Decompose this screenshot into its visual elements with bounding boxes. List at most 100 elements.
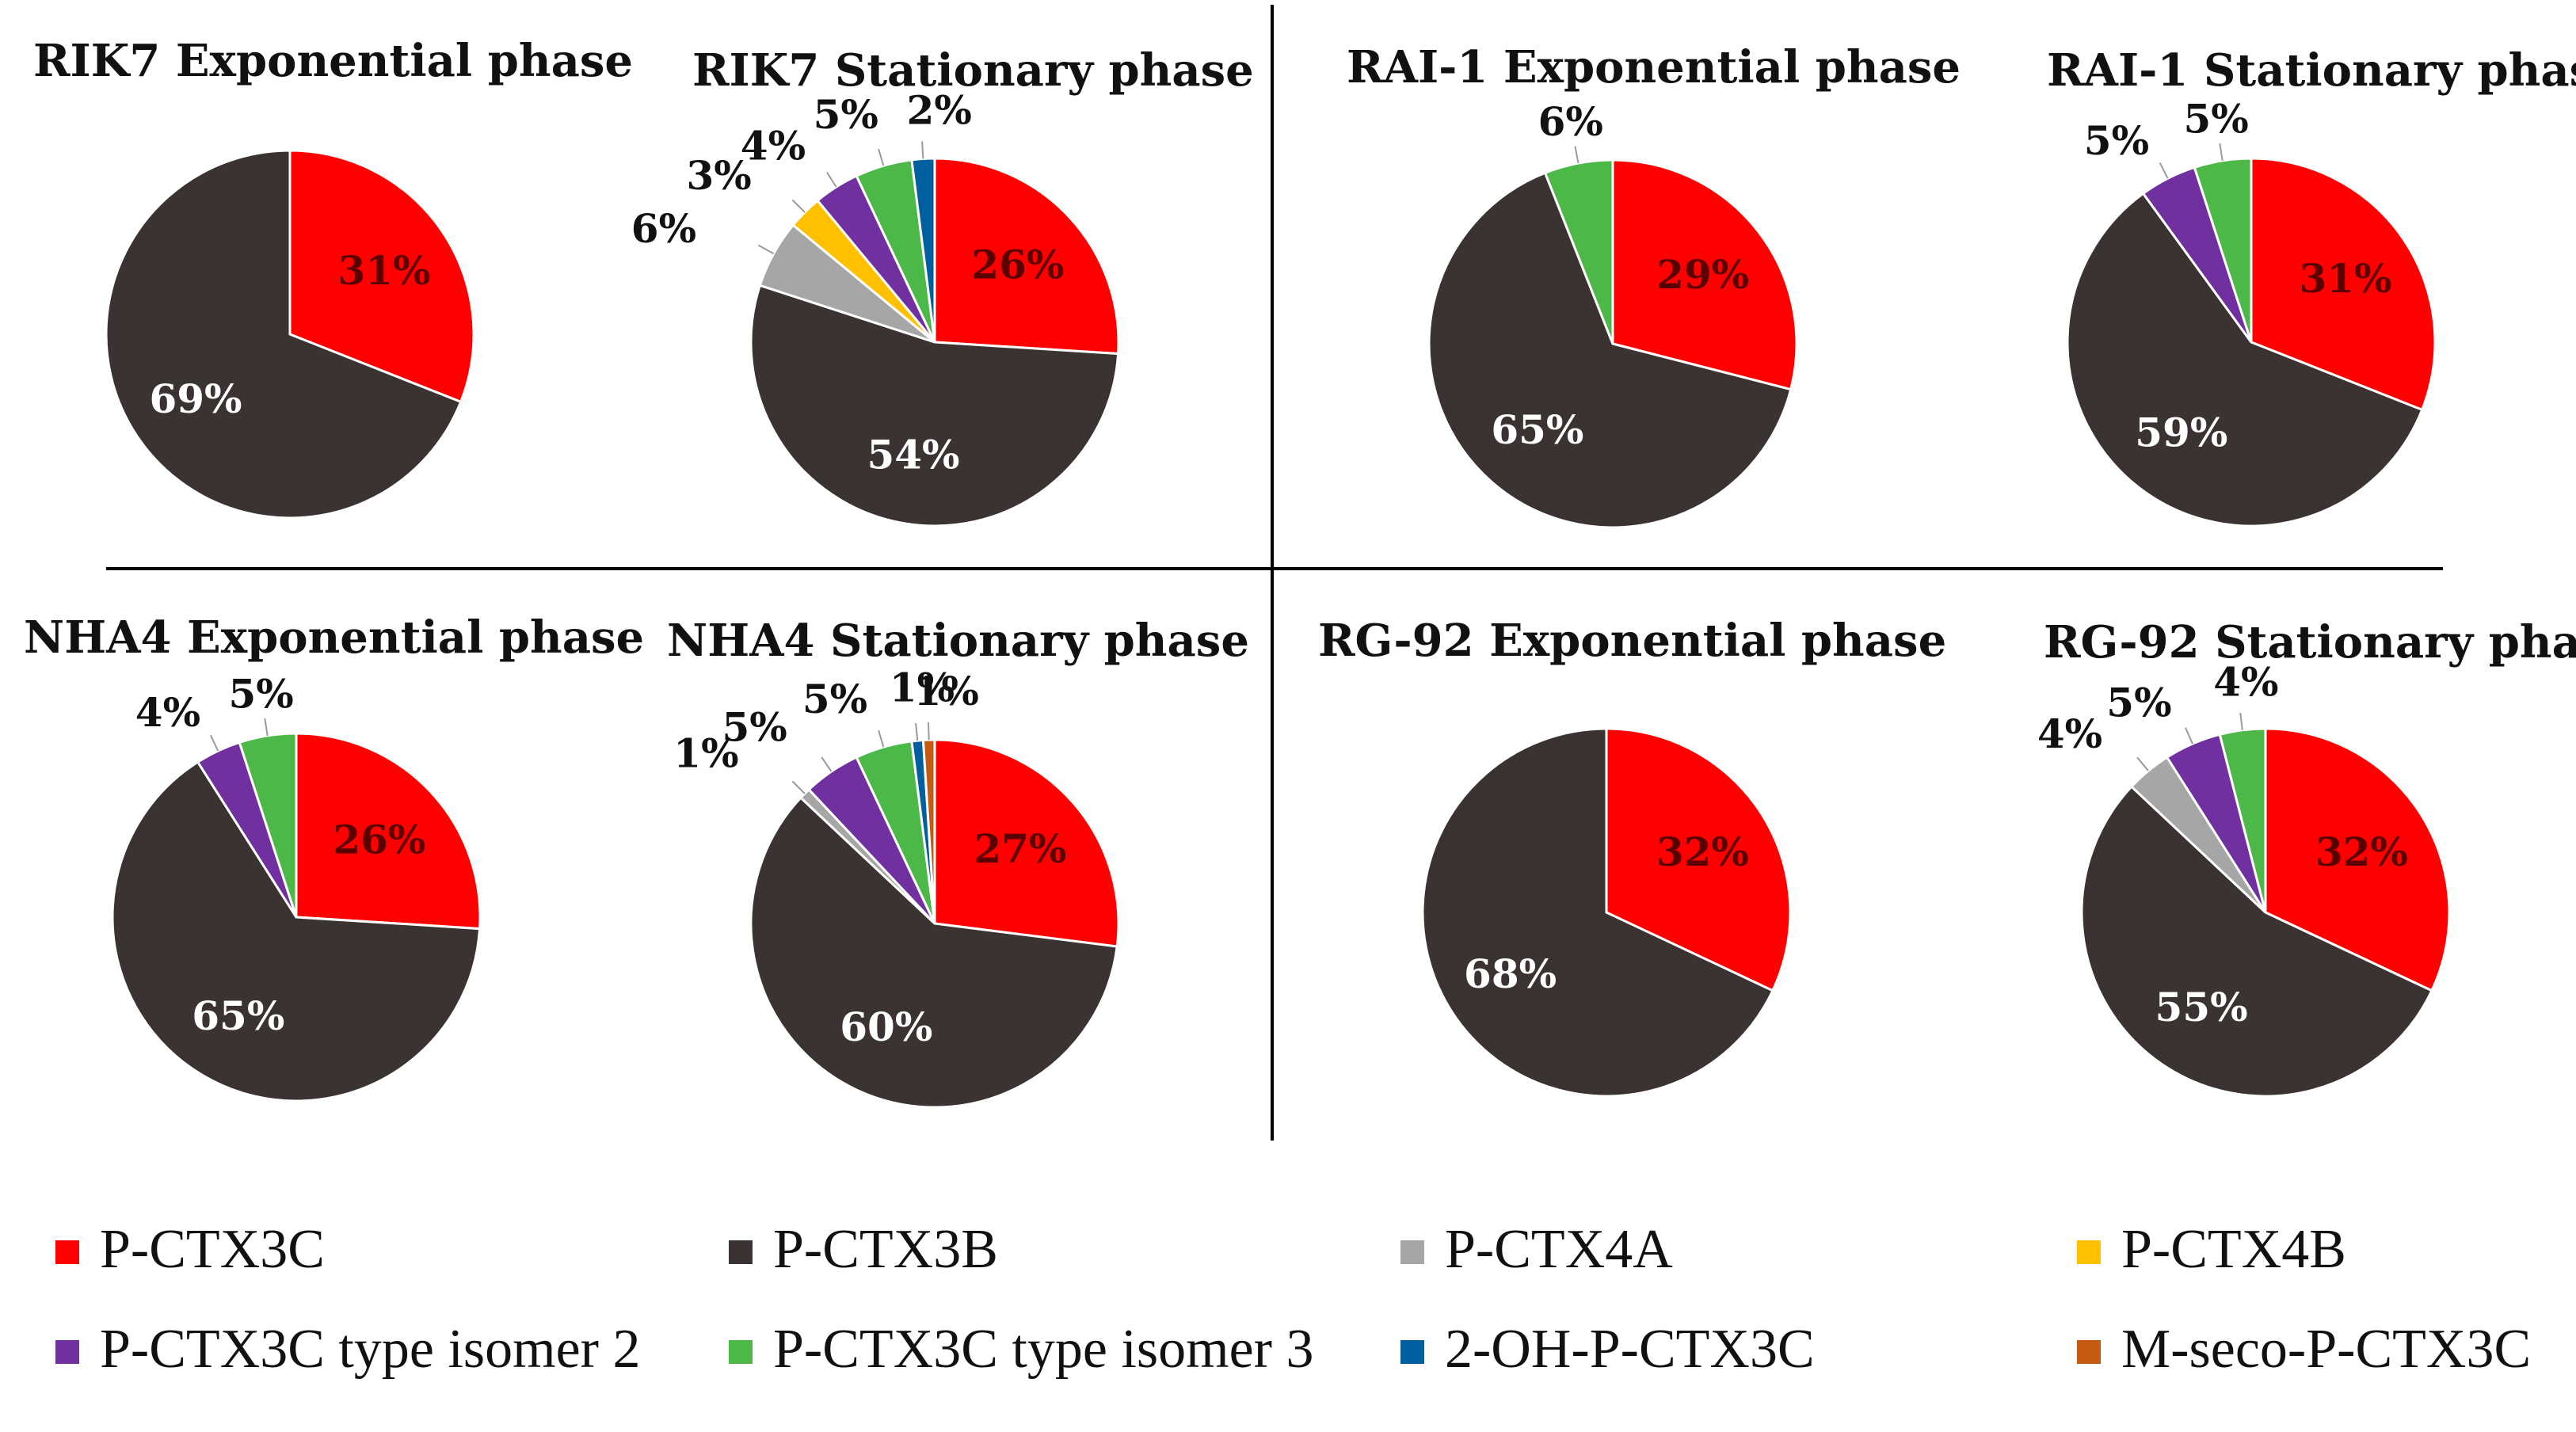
- legend-label: P-CTX3B: [773, 1219, 998, 1280]
- leader-line: [264, 718, 269, 737]
- data-label: 31%: [2299, 255, 2391, 302]
- pie-slice-p-ctx3c: [2264, 727, 2451, 992]
- pie-slice-p-ctx3b: [2066, 192, 2424, 527]
- pie-chart-nha4-exponential-phase: NHA4 Exponential phase 26% 65% 4% 5%: [24, 611, 644, 1103]
- legend-swatch: [729, 1240, 753, 1264]
- legend: P-CTX3C P-CTX3B P-CTX4A P-CTX4B P-CTX3C type…: [55, 1219, 2531, 1380]
- data-label: 5%: [228, 671, 293, 718]
- legend-item-m-seco-p-ctx3c: M-seco-P-CTX3C: [2077, 1319, 2531, 1380]
- data-label: 3%: [686, 152, 751, 199]
- leader-line: [2136, 756, 2149, 771]
- pie-slice-p-ctx3c: [295, 732, 482, 931]
- data-label: 1%: [914, 668, 979, 714]
- legend-label: P-CTX4A: [1445, 1219, 1673, 1280]
- data-label: 29%: [1656, 251, 1749, 298]
- data-label: 5%: [2183, 96, 2248, 143]
- data-label: 27%: [974, 825, 1066, 872]
- chart-title: RAI-1 Stationary phase: [2047, 44, 2576, 97]
- legend-swatch: [1400, 1340, 1424, 1364]
- chart-title: RIK7 Stationary phase: [692, 44, 1254, 97]
- data-label: 1%: [890, 664, 955, 710]
- pie-slice-p-ctx3b: [1421, 727, 1774, 1098]
- data-label: 31%: [337, 247, 430, 294]
- legend-label: P-CTX3C type isomer 2: [100, 1319, 640, 1380]
- pie-slice-p-ctx3b: [105, 149, 463, 520]
- data-label: 6%: [631, 205, 696, 252]
- data-label: 5%: [2084, 117, 2149, 164]
- legend-swatch: [729, 1340, 753, 1364]
- legend-item-p-ctx4a: P-CTX4A: [1400, 1219, 1673, 1280]
- data-label: 4%: [741, 122, 806, 169]
- leader-line: [921, 141, 924, 159]
- leader-line: [2159, 162, 2169, 179]
- data-label: 4%: [2037, 710, 2102, 757]
- data-label: 2%: [907, 87, 972, 134]
- pie-slice-p-ctx3c-type-isomer-3: [1543, 158, 1614, 345]
- data-label: 6%: [1538, 98, 1603, 145]
- data-label: 1%: [673, 730, 738, 777]
- leader-line: [878, 148, 885, 166]
- legend-item-2-oh-p-ctx3c: 2-OH-P-CTX3C: [1400, 1319, 1815, 1380]
- legend-label: 2-OH-P-CTX3C: [1445, 1319, 1815, 1380]
- leader-line: [2185, 727, 2193, 745]
- data-label: 5%: [802, 676, 867, 722]
- chart-title: NHA4 Stationary phase: [667, 615, 1249, 667]
- data-label: 65%: [192, 992, 284, 1039]
- pie-slice-p-ctx3b: [2080, 785, 2433, 1098]
- data-label: 69%: [149, 375, 242, 422]
- data-label: 55%: [2155, 984, 2248, 1030]
- leader-line: [915, 723, 919, 741]
- pie-slice-m-seco-p-ctx3c: [921, 738, 936, 924]
- legend-label: P-CTX4B: [2121, 1219, 2346, 1280]
- data-label: 54%: [867, 431, 959, 478]
- data-label: 26%: [333, 817, 425, 863]
- chart-title: RAI-1 Exponential phase: [1347, 41, 1961, 93]
- legend-item-p-ctx3c: P-CTX3C: [55, 1219, 325, 1280]
- legend-swatch: [55, 1340, 79, 1364]
- legend-label: P-CTX3C type isomer 3: [773, 1319, 1313, 1380]
- data-label: 32%: [1656, 828, 1749, 875]
- pie-slice-p-ctx3c: [2250, 157, 2437, 412]
- pie-slice-p-ctx3c: [288, 149, 475, 404]
- leader-line: [928, 722, 930, 741]
- pie-chart-rik7-exponential-phase: RIK7 Exponential phase 31% 69%: [33, 35, 633, 520]
- legend-label: P-CTX3C: [100, 1219, 325, 1280]
- pie-slice-p-ctx3c: [1611, 158, 1798, 391]
- pie-chart-rik7-stationary-phase: RIK7 Stationary phase 26% 54% 6% 3%4%5% 2%: [631, 44, 1254, 527]
- data-label: 65%: [1491, 406, 1583, 453]
- charts: RIK7 Exponential phase 31% 69% RIK7 Station…: [24, 35, 2576, 1109]
- pie-chart-rg-92-exponential-phase: RG-92 Exponential phase 32% 68%: [1318, 615, 1946, 1098]
- data-label: 59%: [2135, 409, 2227, 456]
- legend-swatch: [55, 1240, 79, 1264]
- data-label: 5%: [722, 704, 787, 751]
- pie-chart-rai-1-exponential-phase: RAI-1 Exponential phase 29% 65% 6%: [1347, 41, 1961, 529]
- data-label: 26%: [971, 242, 1064, 288]
- legend-swatch: [2077, 1340, 2101, 1364]
- pie-slice-p-ctx3c: [933, 157, 1120, 356]
- legend-item-p-ctx4b: P-CTX4B: [2077, 1219, 2346, 1280]
- legend-swatch: [1400, 1240, 1424, 1264]
- pie-slice-p-ctx3c: [933, 738, 1120, 948]
- leader-line: [2239, 712, 2243, 730]
- leader-line: [791, 780, 806, 794]
- leader-line: [878, 729, 885, 748]
- legend-swatch: [2077, 1240, 2101, 1264]
- leader-line: [826, 171, 837, 188]
- legend-label: M-seco-P-CTX3C: [2121, 1319, 2531, 1380]
- data-label: 4%: [135, 689, 200, 736]
- legend-item-p-ctx3c-type-isomer-3: P-CTX3C type isomer 3: [729, 1319, 1313, 1380]
- data-label: 5%: [814, 91, 878, 138]
- leader-line: [791, 199, 806, 213]
- legend-item-p-ctx3b: P-CTX3B: [729, 1219, 998, 1280]
- data-label: 60%: [840, 1004, 932, 1050]
- pie-slice-p-ctx3b: [1427, 171, 1793, 529]
- leader-line: [209, 734, 219, 752]
- chart-title: NHA4 Exponential phase: [24, 611, 644, 664]
- chart-title: RG-92 Exponential phase: [1318, 615, 1946, 667]
- leader-line: [1574, 146, 1580, 164]
- data-label: 4%: [2213, 658, 2278, 705]
- pie-slice-p-ctx3c-type-isomer-3: [2218, 727, 2267, 913]
- data-label: 68%: [1464, 950, 1557, 997]
